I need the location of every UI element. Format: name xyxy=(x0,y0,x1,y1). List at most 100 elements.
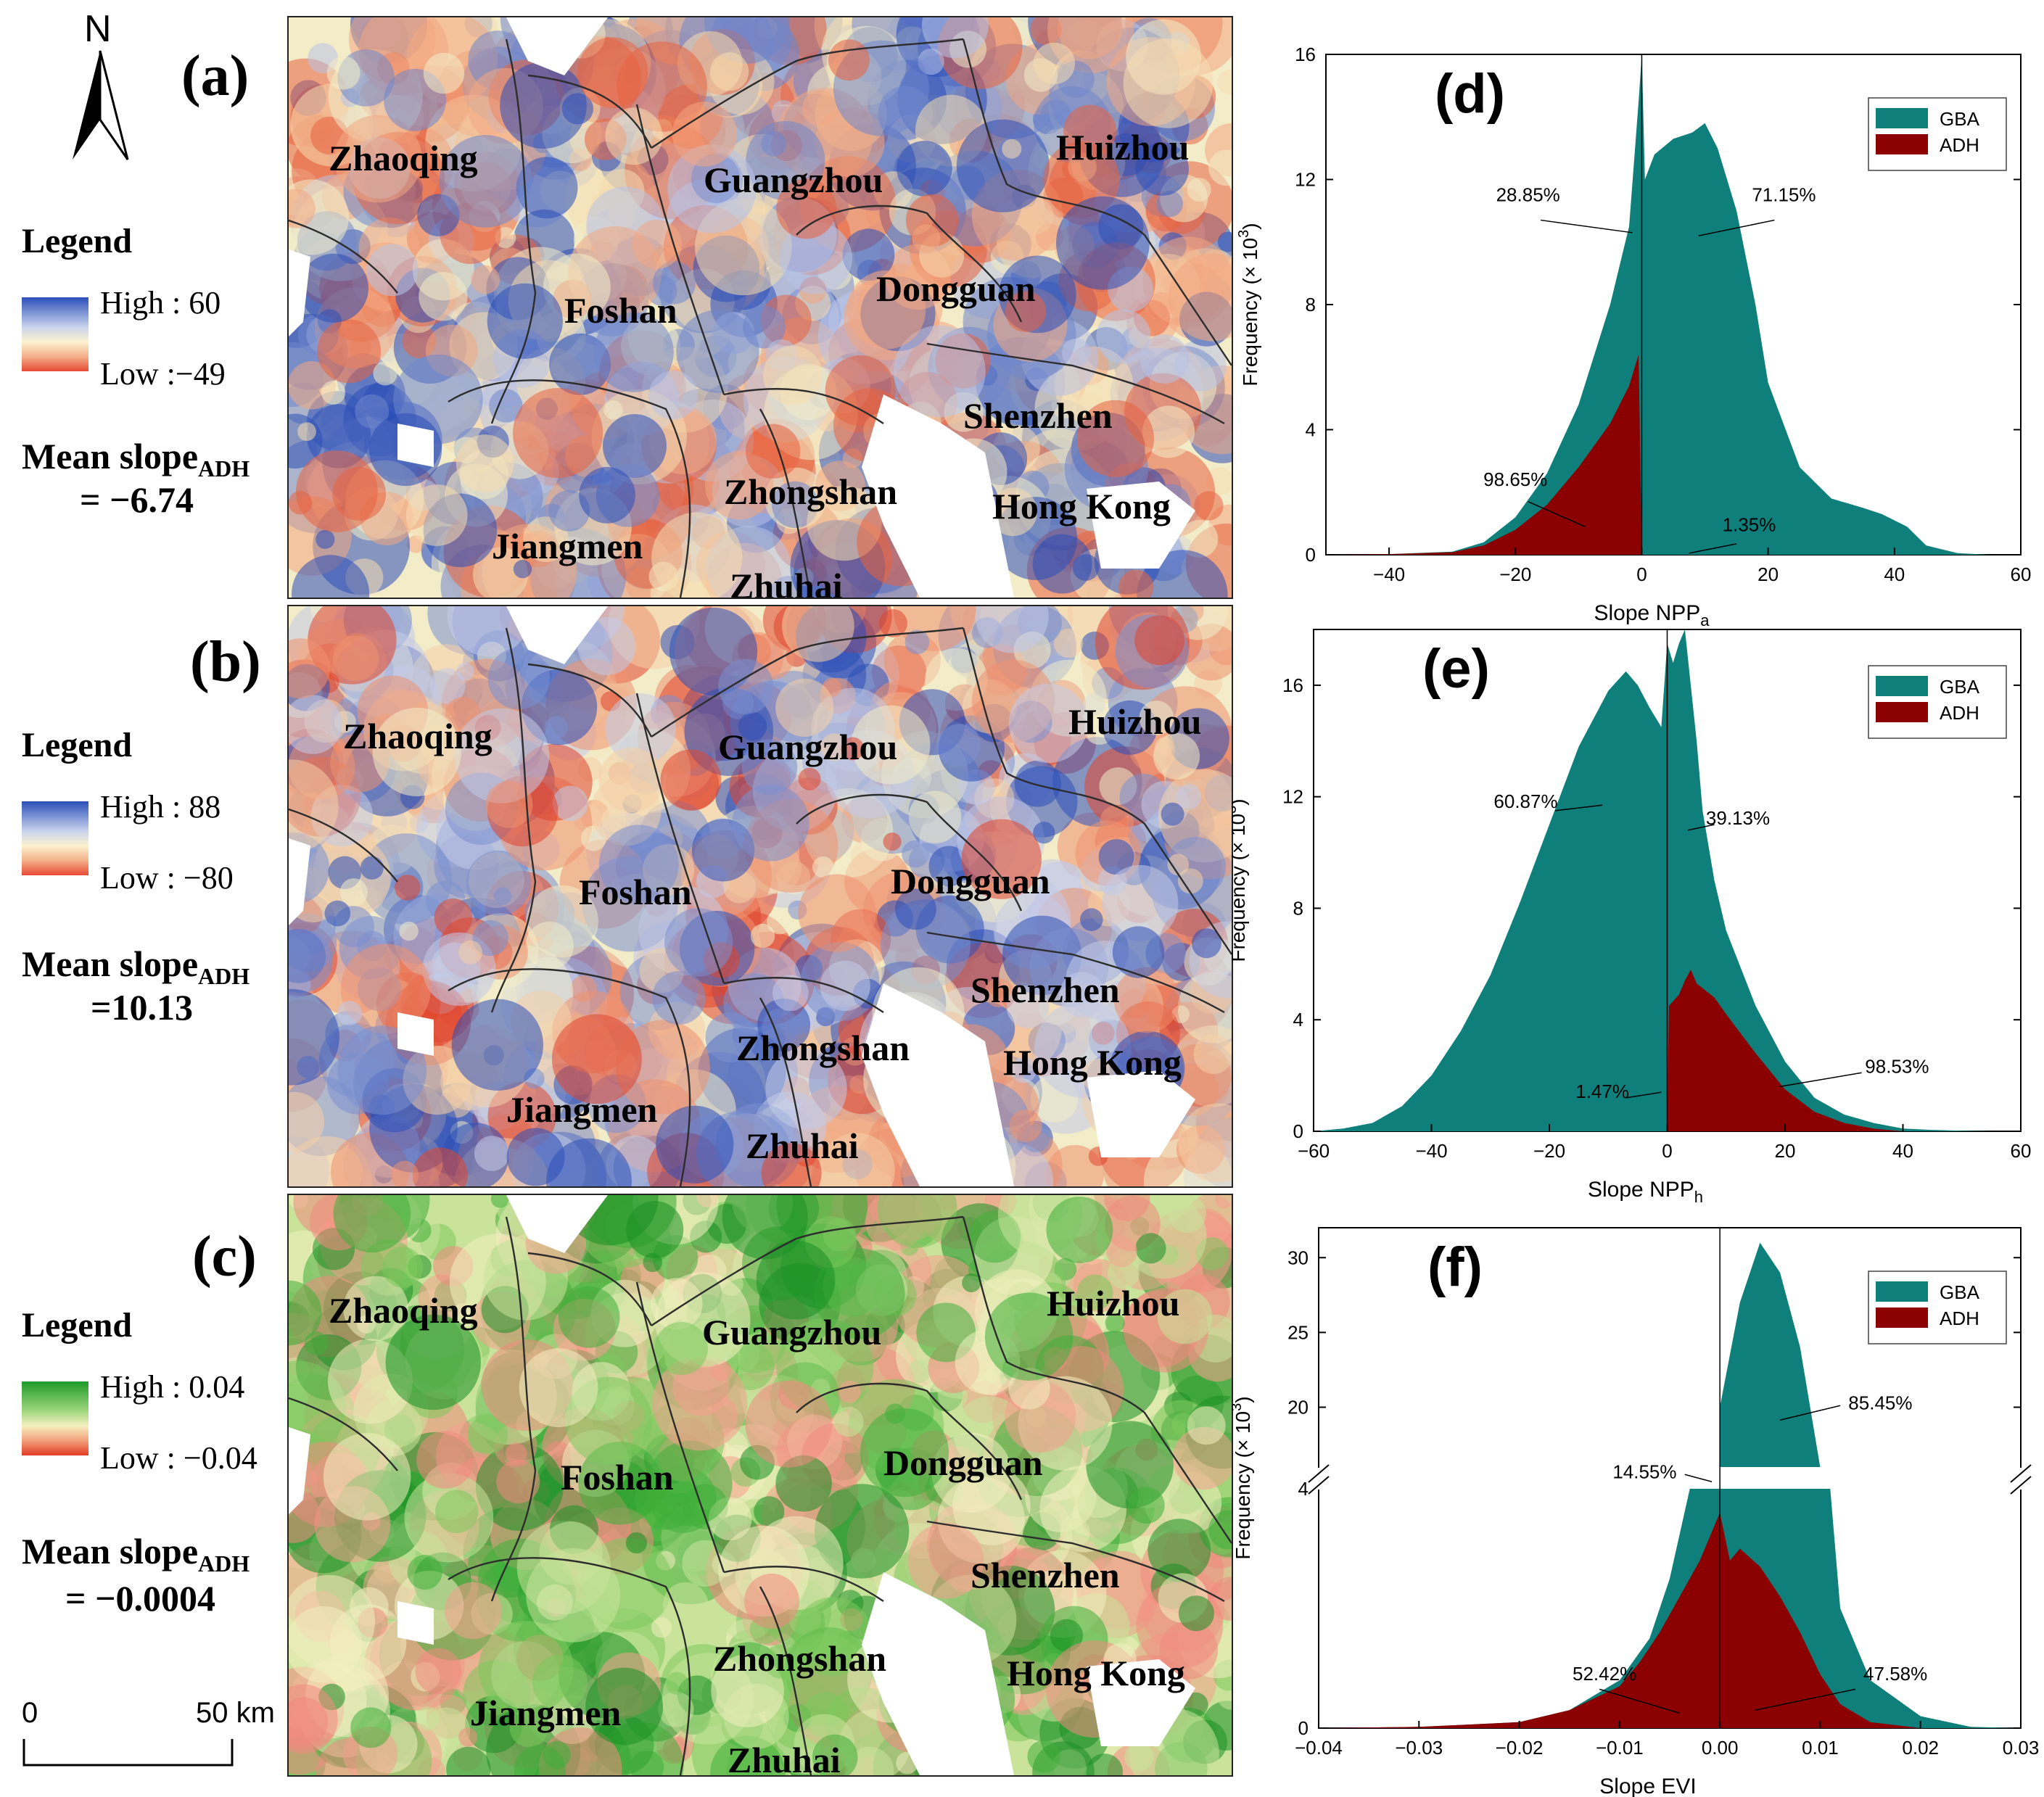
boundary-line xyxy=(289,808,398,883)
percent-annotation: 98.65% xyxy=(1483,468,1547,490)
boundary-line xyxy=(289,1397,398,1471)
mean-slope-value: =10.13 xyxy=(91,987,193,1028)
x-tick-label: −40 xyxy=(1415,1140,1447,1162)
legend-entry-adh: ADH xyxy=(1940,1308,1979,1329)
legend-swatch xyxy=(1876,676,1928,696)
city-label: Zhaoqing xyxy=(329,1290,478,1331)
percent-annotation: 39.13% xyxy=(1706,807,1770,829)
mean-slope-subscript: ADH xyxy=(198,455,250,482)
series-area-gba-upper xyxy=(1720,1242,1821,1467)
boundary-line xyxy=(448,968,691,1186)
boundary-line xyxy=(635,1281,725,1573)
legend-low: Low : −0.04 xyxy=(100,1440,257,1476)
legend-title: Legend xyxy=(22,726,133,764)
legend-entry-gba: GBA xyxy=(1940,1281,1980,1303)
map-panel-1: Zhaoqing Guangzhou Huizhou Foshan Dongguan Sh… xyxy=(287,16,1233,599)
x-axis-subscript: h xyxy=(1694,1188,1703,1206)
x-axis-label: Slope NPPa xyxy=(1594,601,1710,629)
city-label: Zhongshan xyxy=(736,1028,910,1068)
boundary-line xyxy=(926,342,1225,425)
x-tick-label: 40 xyxy=(1884,563,1905,585)
legend-1: Legend High : 60 Low :−49 Mean slopeADH = −6… xyxy=(22,221,297,520)
x-tick-label: 0.03 xyxy=(2003,1737,2040,1759)
city-label: Shenzhen xyxy=(963,395,1113,436)
percent-annotation: 47.58% xyxy=(1863,1663,1927,1685)
series-area-gba xyxy=(1326,54,2021,555)
legend-low: Low : −80 xyxy=(100,860,234,896)
city-label: Zhongshan xyxy=(713,1638,887,1679)
annotation-leader xyxy=(1625,1091,1662,1099)
series-area-gba-lower xyxy=(1319,1489,2021,1728)
annotation-leader xyxy=(1698,219,1775,236)
annotation-leader xyxy=(1684,1474,1713,1482)
panel-label: (d) xyxy=(1435,63,1505,125)
histogram-f: −0.04 −0.03 −0.02 −0.01 0.00 0.01 0.02 0.03 0 4 20… xyxy=(1232,1227,2040,1797)
y-axis-label: Frequency (× 103) xyxy=(1232,798,1249,962)
boundary-line xyxy=(635,693,725,984)
x-tick-label: 60 xyxy=(2011,563,2032,585)
legend-entry-adh: ADH xyxy=(1940,702,1979,724)
x-tick-label: 0.01 xyxy=(1802,1737,1839,1759)
x-tick-label: −0.02 xyxy=(1496,1737,1544,1759)
legend-2: Legend High : 88 Low : −80 Mean slopeADH =10… xyxy=(22,725,297,1028)
x-axis-subscript: a xyxy=(1700,611,1710,629)
boundary-line xyxy=(635,104,725,395)
x-tick-label: −60 xyxy=(1298,1140,1330,1162)
city-label: Zhuhai xyxy=(728,1740,841,1777)
city-label: Foshan xyxy=(579,872,692,912)
mean-slope-subscript: ADH xyxy=(198,1550,250,1577)
annotation-leader xyxy=(1528,501,1586,527)
city-label: Zhaoqing xyxy=(329,138,478,178)
x-tick-label: −20 xyxy=(1533,1140,1565,1162)
north-arrow: N xyxy=(58,7,160,167)
percent-annotation: 52.42% xyxy=(1573,1663,1636,1685)
legend-high: High : 60 xyxy=(100,285,221,321)
panel-label: (f) xyxy=(1427,1236,1483,1298)
annotation-leader xyxy=(1689,543,1737,554)
scale-bar: 0 50 km xyxy=(22,1690,290,1777)
city-label: Dongguan xyxy=(876,268,1036,309)
legend-swatch xyxy=(1876,134,1928,154)
boundary-line xyxy=(723,387,884,424)
x-tick-label: −20 xyxy=(1499,563,1531,585)
city-label: Guangzhou xyxy=(718,727,898,767)
x-tick-label: 60 xyxy=(2011,1140,2032,1162)
annotation-leader xyxy=(1541,219,1633,234)
legend-high: High : 88 xyxy=(100,789,221,825)
percent-annotation: 60.87% xyxy=(1493,790,1557,812)
axis-break-mark xyxy=(1308,1476,1330,1495)
city-label: Hong Kong xyxy=(1007,1653,1185,1693)
panel-label: (b) xyxy=(190,630,261,694)
y-tick-label: 30 xyxy=(1287,1247,1309,1268)
city-label: Zhongshan xyxy=(724,471,898,512)
legend-low: Low :−49 xyxy=(100,356,226,392)
legend-entry-adh: ADH xyxy=(1940,134,1979,156)
axis-break-mark xyxy=(2010,1476,2032,1495)
mean-slope-label: Mean slopeADH xyxy=(22,1530,250,1577)
boundary-line xyxy=(651,38,964,149)
city-label: Jiangmen xyxy=(506,1089,658,1130)
city-label: Jiangmen xyxy=(470,1693,622,1733)
map-raster xyxy=(289,606,1232,1186)
legend-swatch xyxy=(1876,1308,1928,1328)
histogram-d: −40 −20 0 20 40 60 0 4 8 12 16 Slope NPPa Frequency … xyxy=(1236,44,2031,629)
y-tick-label: 25 xyxy=(1287,1321,1309,1343)
y-tick-label: 8 xyxy=(1306,294,1316,315)
color-ramp xyxy=(22,801,88,875)
city-label: Hong Kong xyxy=(992,486,1171,526)
series-area-adh xyxy=(1667,970,1903,1131)
boundary-line xyxy=(759,1586,812,1775)
y-tick-label: 16 xyxy=(1282,674,1303,696)
y-tick-label: 4 xyxy=(1293,1009,1303,1030)
annotation-leader xyxy=(1755,1688,1855,1711)
annotation-leader xyxy=(1779,1072,1862,1088)
percent-annotation: 71.15% xyxy=(1752,184,1816,206)
panel-label: (c) xyxy=(192,1225,257,1289)
x-tick-label: 0 xyxy=(1636,563,1647,585)
axis-break-mark xyxy=(1308,1464,1330,1483)
x-tick-label: −0.01 xyxy=(1596,1737,1644,1759)
legend-title: Legend xyxy=(22,222,133,260)
boundary-line xyxy=(651,1215,964,1326)
boundary-line xyxy=(759,997,812,1186)
